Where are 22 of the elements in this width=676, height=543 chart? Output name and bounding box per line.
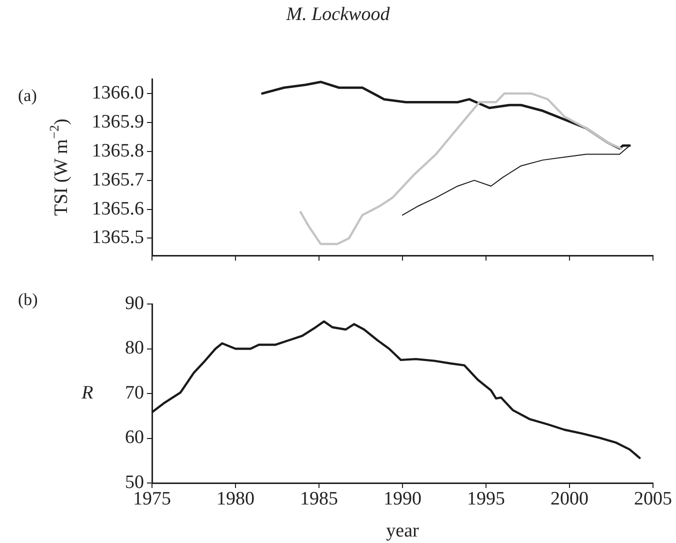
x-tick-label: 1995 [467,488,505,510]
y-tick-label: 1365.8 [92,140,144,162]
y-tick-label: 60 [125,427,144,448]
y-tick-label: 1365.7 [92,169,144,190]
y-axis-title: R [80,382,94,404]
chart-title: M. Lockwood [285,4,391,26]
y-tick-label: 90 [125,292,144,314]
text: (a) [18,86,37,106]
x-tick-label: 1985 [300,488,338,510]
text: (b) [18,290,38,310]
y-axis-title: TSI (W m−2) [46,118,72,216]
x-tick-label: 1990 [384,488,422,510]
y-tick-label: 1365.9 [92,111,144,132]
y-tick-label: 70 [125,382,144,404]
x-axis-title: year [386,520,420,542]
y-tick-label: 80 [125,338,144,359]
x-tick-label: 2000 [550,488,588,510]
y-tick-label: 1366.0 [92,82,144,104]
x-tick-label: 2005 [634,488,672,510]
x-tick-label: 1980 [216,488,254,510]
y-tick-label: 1365.5 [92,227,144,248]
y-tick-label: 1365.6 [92,198,144,220]
